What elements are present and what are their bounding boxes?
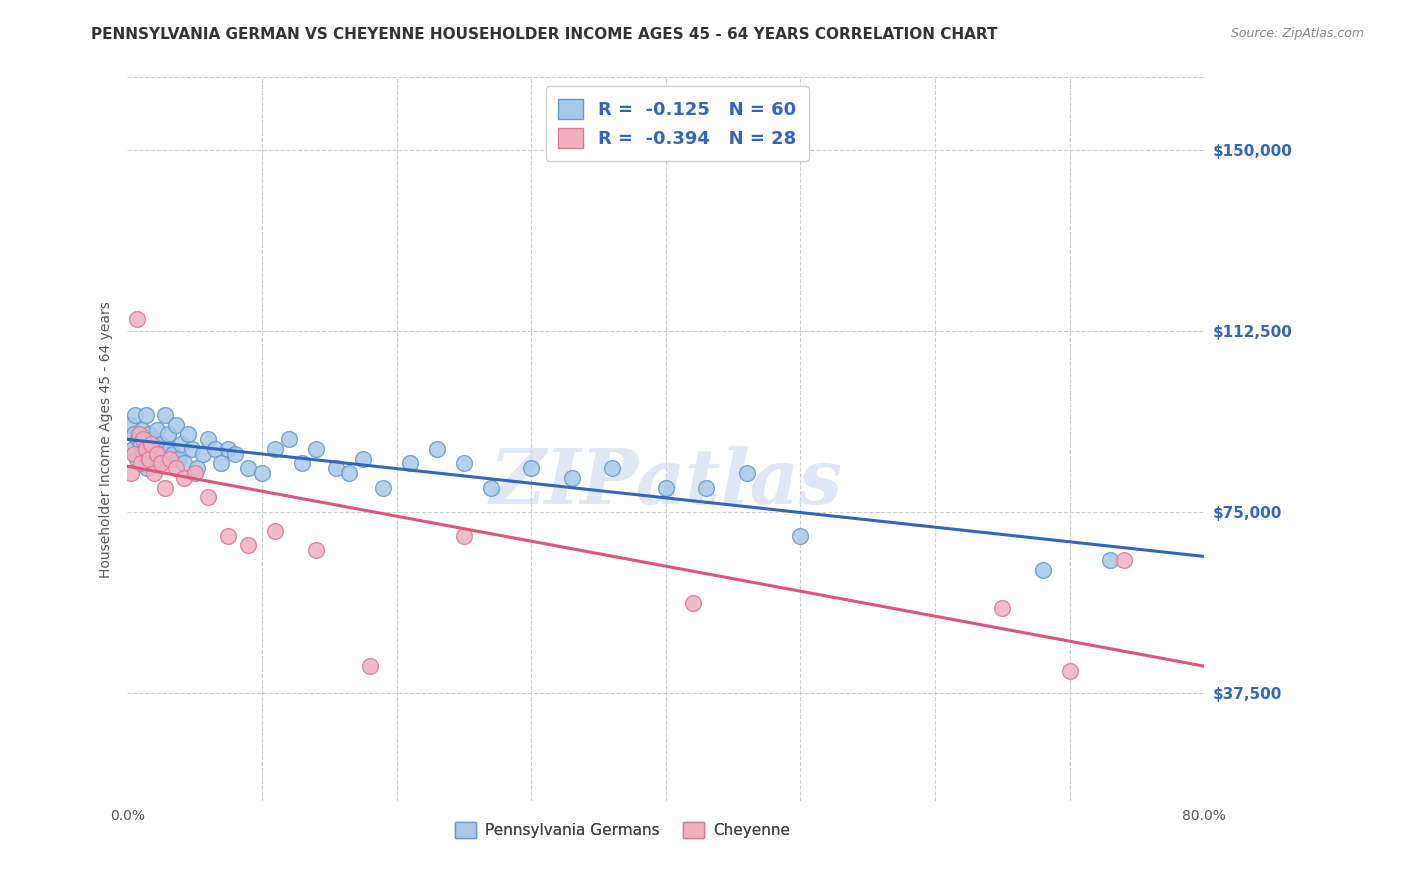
Point bbox=[152, 447, 174, 461]
Y-axis label: Householder Income Ages 45 - 64 years: Householder Income Ages 45 - 64 years bbox=[100, 301, 114, 578]
Point bbox=[1099, 553, 1122, 567]
Point bbox=[138, 451, 160, 466]
Point bbox=[291, 457, 314, 471]
Point bbox=[238, 461, 260, 475]
Point bbox=[146, 423, 169, 437]
Point bbox=[122, 447, 145, 461]
Point bbox=[238, 538, 260, 552]
Point bbox=[250, 466, 273, 480]
Point bbox=[165, 417, 187, 432]
Point bbox=[132, 447, 155, 461]
Point bbox=[127, 432, 149, 446]
Point bbox=[217, 529, 239, 543]
Point bbox=[131, 423, 153, 437]
Point bbox=[224, 447, 246, 461]
Point bbox=[186, 461, 208, 475]
Point bbox=[264, 524, 287, 538]
Point bbox=[135, 408, 157, 422]
Legend: Pennsylvania Germans, Cheyenne: Pennsylvania Germans, Cheyenne bbox=[449, 816, 797, 844]
Point bbox=[204, 442, 226, 456]
Point bbox=[180, 442, 202, 456]
Point bbox=[162, 447, 184, 461]
Point bbox=[1059, 664, 1081, 678]
Point bbox=[148, 457, 170, 471]
Point bbox=[655, 481, 678, 495]
Point bbox=[305, 442, 328, 456]
Point bbox=[1112, 553, 1135, 567]
Point bbox=[520, 461, 543, 475]
Point bbox=[153, 408, 176, 422]
Point bbox=[399, 457, 422, 471]
Point bbox=[453, 529, 475, 543]
Point bbox=[128, 427, 150, 442]
Point bbox=[359, 659, 381, 673]
Point bbox=[600, 461, 623, 475]
Point bbox=[167, 451, 190, 466]
Point bbox=[325, 461, 347, 475]
Point bbox=[129, 457, 152, 471]
Text: PENNSYLVANIA GERMAN VS CHEYENNE HOUSEHOLDER INCOME AGES 45 - 64 YEARS CORRELATIO: PENNSYLVANIA GERMAN VS CHEYENNE HOUSEHOL… bbox=[91, 27, 998, 42]
Point bbox=[339, 466, 361, 480]
Point bbox=[305, 543, 328, 558]
Point bbox=[142, 432, 165, 446]
Point bbox=[426, 442, 449, 456]
Point bbox=[173, 471, 195, 485]
Point bbox=[134, 442, 156, 456]
Point bbox=[135, 442, 157, 456]
Point bbox=[121, 442, 143, 456]
Point bbox=[124, 408, 146, 422]
Text: ZIPatlas: ZIPatlas bbox=[489, 446, 842, 520]
Point bbox=[136, 461, 159, 475]
Point bbox=[143, 466, 166, 480]
Point bbox=[125, 311, 148, 326]
Point bbox=[132, 432, 155, 446]
Point bbox=[991, 601, 1014, 615]
Point bbox=[141, 451, 163, 466]
Point bbox=[138, 427, 160, 442]
Point bbox=[789, 529, 811, 543]
Point bbox=[129, 437, 152, 451]
Point bbox=[165, 461, 187, 475]
Point bbox=[695, 481, 717, 495]
Point bbox=[120, 466, 142, 480]
Text: Source: ZipAtlas.com: Source: ZipAtlas.com bbox=[1230, 27, 1364, 40]
Point bbox=[159, 451, 181, 466]
Point bbox=[156, 427, 179, 442]
Point bbox=[371, 481, 394, 495]
Point bbox=[277, 432, 299, 446]
Point bbox=[183, 466, 205, 480]
Point bbox=[143, 442, 166, 456]
Point bbox=[149, 437, 172, 451]
Point bbox=[264, 442, 287, 456]
Point bbox=[217, 442, 239, 456]
Point bbox=[173, 457, 195, 471]
Point bbox=[197, 432, 219, 446]
Point bbox=[153, 481, 176, 495]
Point bbox=[122, 427, 145, 442]
Point bbox=[453, 457, 475, 471]
Point bbox=[211, 457, 233, 471]
Point bbox=[170, 437, 193, 451]
Point bbox=[177, 427, 200, 442]
Point bbox=[561, 471, 583, 485]
Point bbox=[141, 437, 163, 451]
Point bbox=[735, 466, 758, 480]
Point bbox=[682, 596, 704, 610]
Point bbox=[149, 457, 172, 471]
Point bbox=[197, 490, 219, 504]
Point bbox=[118, 417, 141, 432]
Point bbox=[125, 451, 148, 466]
Point bbox=[191, 447, 214, 461]
Point bbox=[159, 442, 181, 456]
Point bbox=[1032, 563, 1054, 577]
Point bbox=[146, 447, 169, 461]
Point bbox=[352, 451, 374, 466]
Point bbox=[479, 481, 502, 495]
